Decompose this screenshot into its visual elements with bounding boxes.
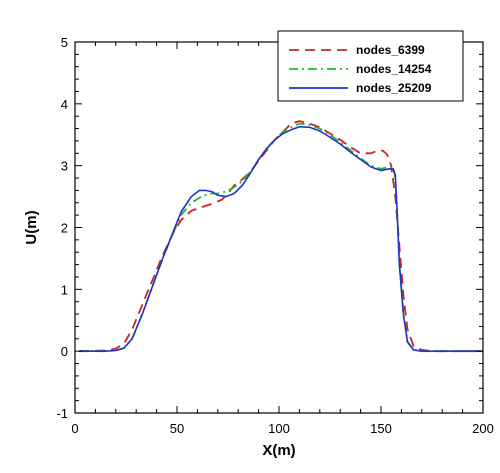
x-tick-label: 100 [268,421,290,436]
x-tick-label: 0 [71,421,78,436]
x-tick-label: 150 [370,421,392,436]
y-tick-label: 2 [61,221,68,236]
y-tick-label: 5 [61,35,68,50]
x-axis-title: X(m) [262,442,295,459]
y-tick-label: 3 [61,159,68,174]
legend-label-nodes_25209: nodes_25209 [356,81,432,95]
y-axis-title: U(m) [23,210,40,244]
y-tick-label: 4 [61,97,68,112]
legend-label-nodes_6399: nodes_6399 [356,43,425,57]
x-tick-label: 50 [170,421,184,436]
series-layer [79,120,483,353]
legend: nodes_6399 nodes_14254 nodes_25209 [277,30,464,102]
legend-label-nodes_14254: nodes_14254 [356,62,432,76]
series-line-nodes_25209 [79,125,483,353]
series-line-nodes_14254 [79,122,483,353]
y-tick-label: 0 [61,344,68,359]
x-tick-label: 200 [472,421,494,436]
y-tick-label: 1 [61,282,68,297]
y-tick-label: -1 [56,406,68,421]
series-line-nodes_6399 [79,120,483,353]
legend-box [277,30,464,102]
